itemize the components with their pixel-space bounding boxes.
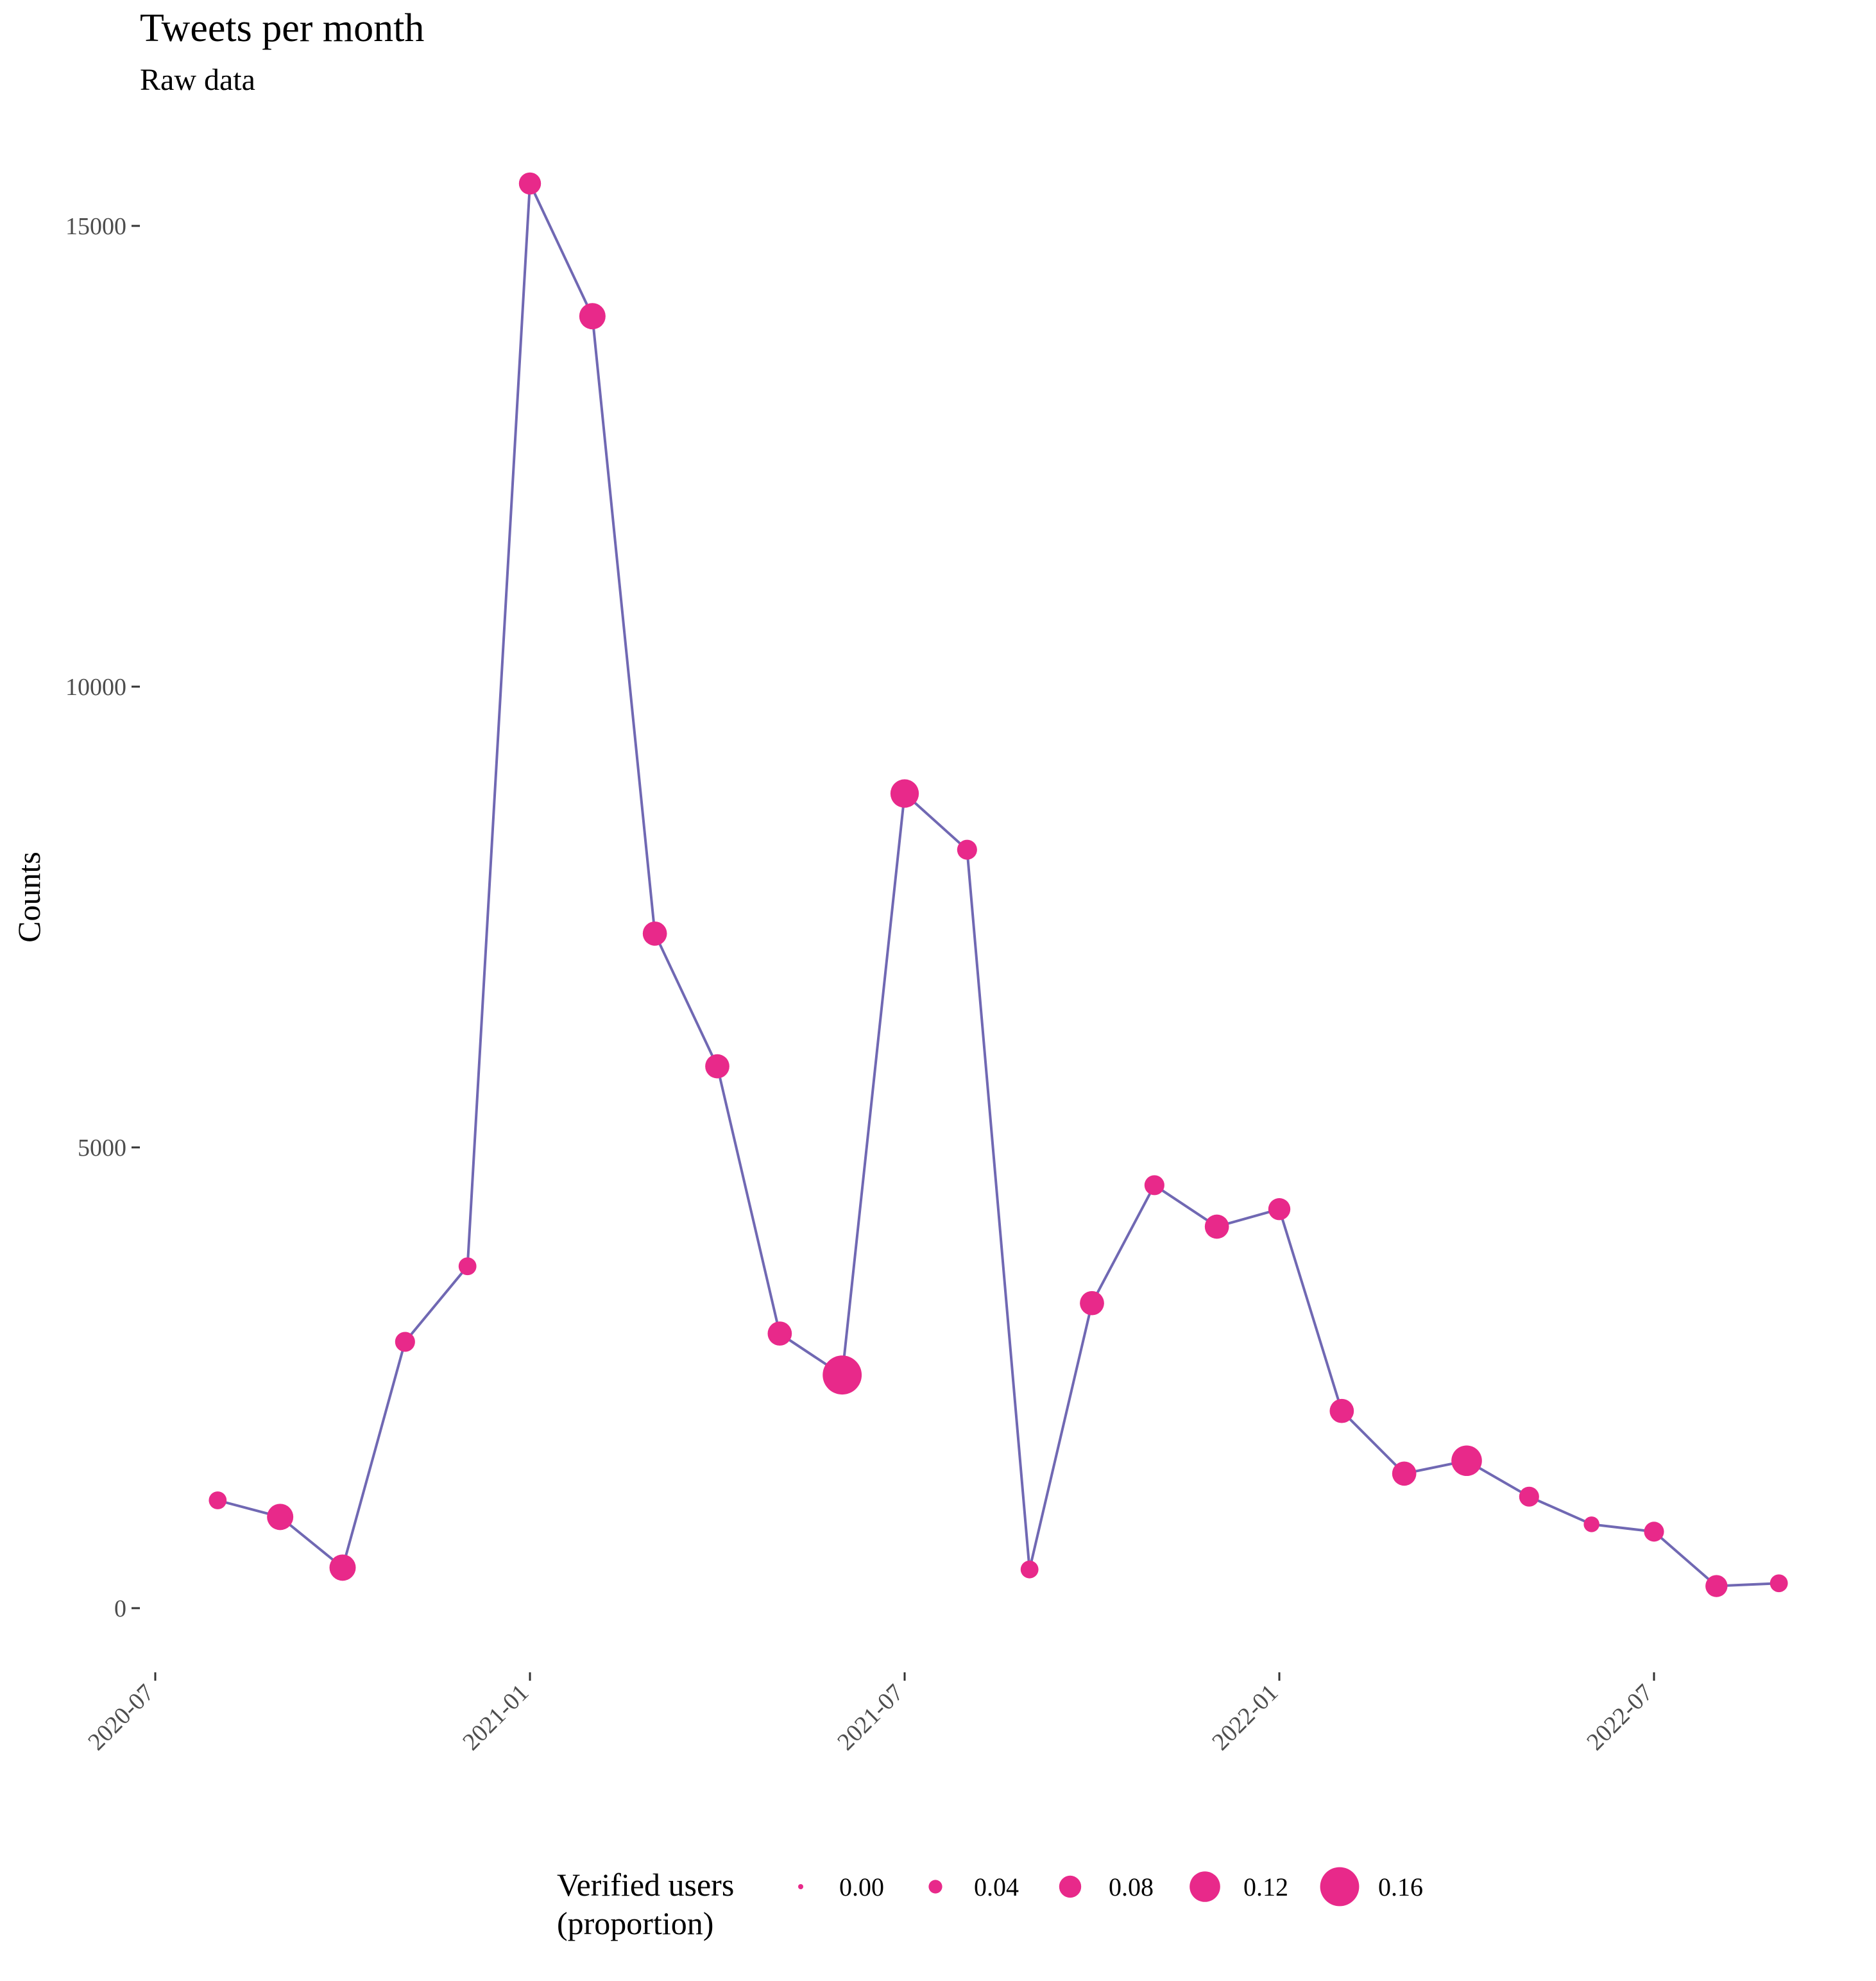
y-tick-label: 15000	[65, 213, 126, 240]
y-axis-title: Counts	[11, 852, 47, 943]
data-point	[1020, 1560, 1039, 1579]
data-point	[1392, 1461, 1417, 1486]
legend-title-line: Verified users	[557, 1867, 734, 1903]
y-tick-label: 0	[114, 1595, 126, 1622]
data-point	[890, 779, 919, 808]
data-point	[458, 1257, 477, 1276]
data-point	[1705, 1575, 1728, 1597]
data-point	[1144, 1175, 1164, 1196]
chart-subtitle: Raw data	[140, 63, 255, 97]
data-point	[705, 1054, 729, 1079]
x-axis: 2020-07 2021-01 2021-07 2022-01 2022-07	[83, 1672, 1658, 1756]
legend-key	[1320, 1867, 1360, 1907]
size-legend: Verified users(proportion) 0.00 0.04 0.08 0.…	[557, 1867, 1423, 1941]
data-point	[518, 172, 541, 195]
chart-title: Tweets per month	[140, 6, 424, 50]
x-tick-label: 2021-07	[832, 1679, 908, 1756]
data-point	[1644, 1522, 1664, 1542]
data-point	[1268, 1198, 1291, 1221]
legend-label: 0.08	[1109, 1873, 1154, 1901]
data-point	[1769, 1574, 1788, 1593]
data-point	[1204, 1214, 1229, 1239]
y-tick-label: 5000	[78, 1135, 126, 1162]
data-point	[209, 1491, 227, 1509]
data-point	[329, 1554, 356, 1581]
legend-key	[1190, 1871, 1220, 1902]
data-point	[1519, 1486, 1539, 1507]
data-point	[267, 1504, 294, 1531]
data-point	[642, 921, 667, 946]
legend-label: 0.00	[839, 1873, 884, 1901]
x-tick-label: 2021-01	[457, 1679, 534, 1756]
legend-label: 0.12	[1243, 1873, 1288, 1901]
legend-title-line: (proportion)	[557, 1905, 713, 1941]
y-axis: 0 5000 10000 15000	[65, 213, 140, 1622]
data-point	[579, 303, 606, 330]
legend-label: 0.16	[1378, 1873, 1423, 1901]
legend-key	[928, 1880, 942, 1894]
data-point	[823, 1355, 862, 1395]
data-point	[1451, 1445, 1482, 1477]
data-point	[395, 1332, 415, 1352]
data-point	[767, 1321, 792, 1346]
legend-key	[1059, 1875, 1082, 1898]
x-tick-label: 2020-07	[83, 1679, 159, 1756]
data-point	[1583, 1516, 1599, 1532]
series-line	[217, 183, 1779, 1588]
data-point	[957, 839, 977, 860]
legend-label: 0.04	[974, 1873, 1019, 1901]
x-tick-label: 2022-01	[1207, 1679, 1283, 1756]
data-point	[1329, 1398, 1354, 1423]
y-tick-label: 10000	[65, 674, 126, 701]
legend-key	[798, 1884, 803, 1889]
data-point	[1080, 1291, 1104, 1316]
x-tick-label: 2022-07	[1582, 1679, 1658, 1756]
data-series	[209, 172, 1788, 1597]
